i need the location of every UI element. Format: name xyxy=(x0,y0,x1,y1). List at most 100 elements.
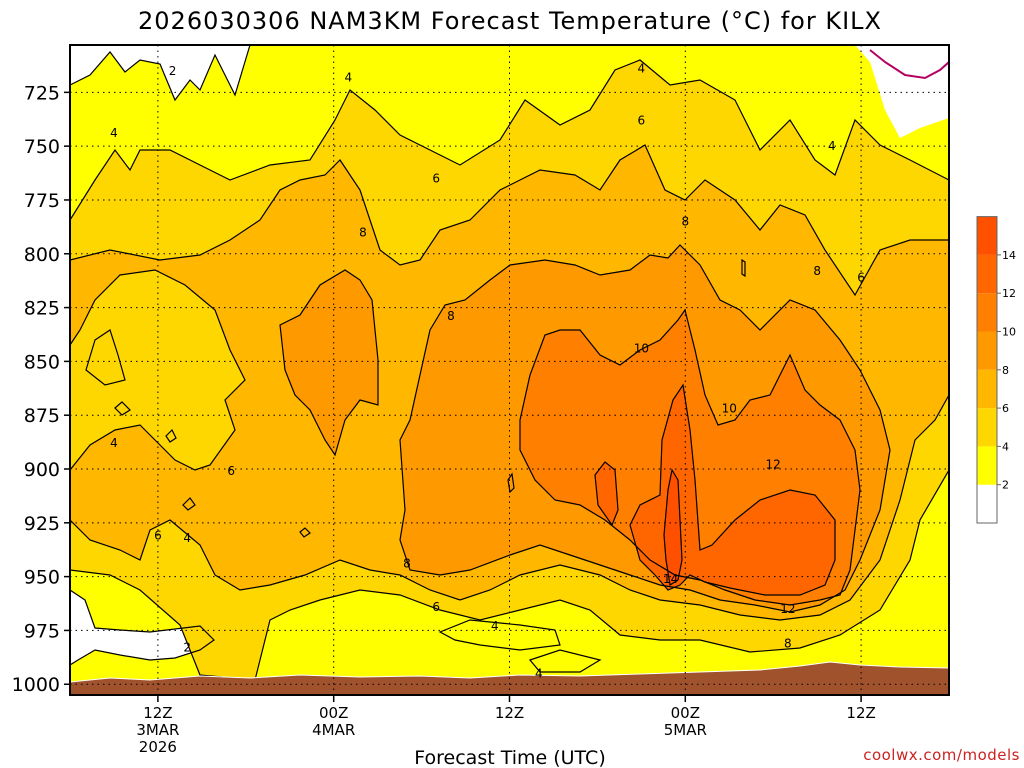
legend-swatch xyxy=(977,446,997,485)
x-tick-label: 3MAR xyxy=(136,721,179,739)
contour-label: 8 xyxy=(681,214,689,228)
x-tick-label: 4MAR xyxy=(312,721,355,739)
contour-line-8 xyxy=(279,269,379,457)
y-tick-label: 825 xyxy=(24,298,60,320)
y-tick-label: 950 xyxy=(24,567,60,589)
contour-label: 14 xyxy=(663,572,678,586)
contour-label: 2 xyxy=(183,641,191,655)
chart-title: 2026030306 NAM3KM Forecast Temperature (… xyxy=(138,7,882,35)
contour-label: 2 xyxy=(169,64,177,78)
x-tick-label: 00Z xyxy=(319,704,348,722)
contour-label: 8 xyxy=(784,636,792,650)
contour-line-4 xyxy=(528,649,602,673)
contour-label: 8 xyxy=(447,309,455,323)
x-tick-label: 2026 xyxy=(139,738,177,756)
legend-swatch xyxy=(977,254,997,294)
x-tick-label: 12Z xyxy=(495,704,524,722)
contour-line-6 xyxy=(85,329,126,386)
y-tick-label: 975 xyxy=(24,620,60,642)
grid-lines xyxy=(70,45,949,695)
contour-label: 12 xyxy=(780,602,795,616)
legend-swatch xyxy=(977,484,997,523)
contour-label: 4 xyxy=(183,531,191,545)
credit-text: coolwx.com/models xyxy=(863,746,1020,764)
fill-band-12-14 xyxy=(595,462,618,525)
contour-line-10 xyxy=(519,308,861,606)
contour-line-6 xyxy=(182,497,196,511)
x-tick-label: 12Z xyxy=(846,704,875,722)
contour-label: 6 xyxy=(432,600,440,614)
contour-label: 4 xyxy=(110,436,118,450)
legend-label: 4 xyxy=(1002,440,1009,453)
contour-lines xyxy=(70,45,949,681)
fill-band-2-4 xyxy=(530,650,600,672)
contour-line-6 xyxy=(70,269,246,471)
contour-label: 4 xyxy=(491,619,499,633)
legend-swatch xyxy=(977,293,997,332)
legend-label: 2 xyxy=(1002,479,1009,492)
contour-label: 6 xyxy=(432,171,440,185)
contour-label: 6 xyxy=(227,464,235,478)
y-tick-label: 1000 xyxy=(12,674,60,696)
x-axis-label: Forecast Time (UTC) xyxy=(414,747,605,768)
legend-swatch xyxy=(977,369,997,409)
y-tick-label: 900 xyxy=(24,459,60,481)
contour-line-14 xyxy=(663,468,683,586)
contour-label: 10 xyxy=(722,402,737,416)
freezing-contour-line xyxy=(869,49,949,80)
fill-band-below-2 xyxy=(70,590,214,665)
x-tick-label: 00Z xyxy=(671,704,700,722)
legend-swatch xyxy=(977,216,997,255)
contour-line-8 xyxy=(507,472,515,494)
contour-line-4 xyxy=(70,59,949,221)
legend-label: 6 xyxy=(1002,402,1009,415)
contour-label: 10 xyxy=(634,341,649,355)
contour-line-12 xyxy=(594,461,619,527)
fill-band-below-2 xyxy=(855,45,949,138)
legend-swatch xyxy=(977,331,997,370)
contour-label: 4 xyxy=(345,70,353,84)
y-tick-label: 775 xyxy=(24,190,60,212)
contour-label: 8 xyxy=(403,557,411,571)
y-tick-label: 725 xyxy=(24,82,60,104)
contour-label: 8 xyxy=(813,264,821,278)
y-tick-label: 800 xyxy=(24,244,60,266)
fill-band-above-14 xyxy=(664,470,682,585)
y-tick-label: 850 xyxy=(24,351,60,373)
contour-line-8 xyxy=(399,244,891,613)
contour-label: 4 xyxy=(828,139,836,153)
contour-line-4 xyxy=(70,469,949,681)
contour-line-2 xyxy=(70,45,251,102)
legend-swatch xyxy=(977,408,997,447)
legend-label: 10 xyxy=(1002,326,1016,339)
contour-label: 4 xyxy=(535,666,543,680)
legend-label: 8 xyxy=(1002,364,1009,377)
fill-band-8-10 xyxy=(280,270,378,455)
contour-line-2 xyxy=(70,589,215,666)
contour-line-4 xyxy=(438,619,561,651)
contour-line-2 xyxy=(114,401,131,416)
contour-line-2 xyxy=(165,428,177,443)
contour-label: 8 xyxy=(359,225,367,239)
fill-band-below-2 xyxy=(70,45,250,100)
y-tick-label: 925 xyxy=(24,513,60,535)
legend-label: 12 xyxy=(1002,287,1016,300)
y-tick-label: 750 xyxy=(24,136,60,158)
contour-label: 12 xyxy=(766,458,781,472)
color-legend: 2 4 6 8 10 12 14 xyxy=(976,216,1016,524)
contour-label: 4 xyxy=(638,62,646,76)
contour-line-8 xyxy=(741,258,746,278)
x-tick-label: 5MAR xyxy=(664,721,707,739)
y-tick-label: 875 xyxy=(24,405,60,427)
contour-line-12 xyxy=(629,383,836,596)
legend-label: 14 xyxy=(1002,249,1016,262)
contour-labels: 2 4 4 4 4 6 6 6 8 8 8 8 10 10 4 6 12 6 4 8 14 6 12 4 2 8 4 xyxy=(110,62,865,681)
y-axis: 725 750 775 800 825 850 875 900 925 950 975 1000 xyxy=(12,82,70,696)
contour-label: 6 xyxy=(154,529,162,543)
contour-label: 6 xyxy=(857,270,865,284)
contour-label: 4 xyxy=(110,126,118,140)
x-tick-label: 12Z xyxy=(143,704,172,722)
fill-band-4-6 xyxy=(86,330,125,385)
